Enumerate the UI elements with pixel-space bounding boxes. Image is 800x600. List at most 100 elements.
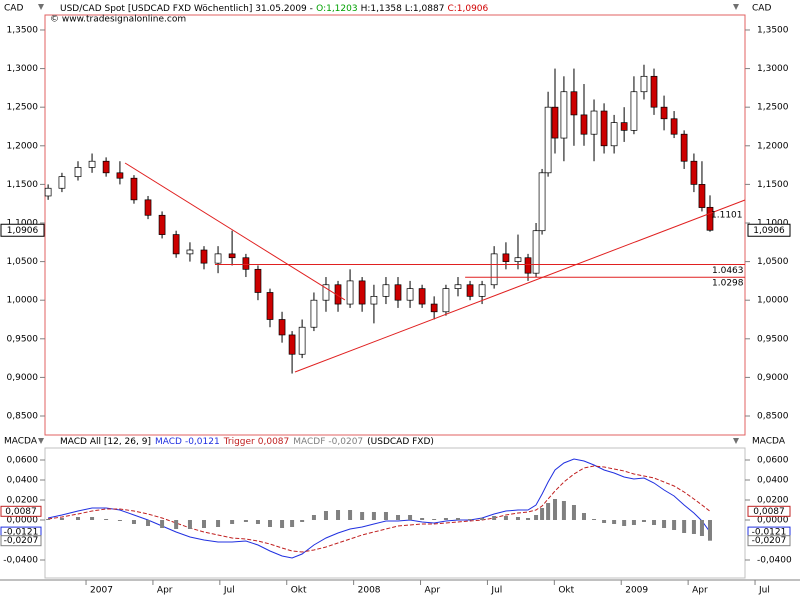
y-tick-label-right: 0,0200 xyxy=(757,496,789,506)
y-tick-label-right: 1,2000 xyxy=(757,141,789,151)
y-tick-label: 0,0000 xyxy=(7,516,39,526)
histogram-bar xyxy=(480,518,485,520)
candle-body xyxy=(640,75,648,93)
histogram-bar xyxy=(230,520,235,524)
x-tick-label: Okt xyxy=(558,586,574,596)
value-badge-label: -0,0207 xyxy=(752,536,787,546)
y-tick-label: 1,1000 xyxy=(7,218,39,228)
candle-body xyxy=(478,284,486,297)
candle-body xyxy=(706,206,714,231)
trendline xyxy=(124,162,346,301)
candle-body xyxy=(660,106,668,120)
x-tick-label: Jul xyxy=(758,586,770,596)
price-panel xyxy=(44,14,746,436)
x-tick-label: Okt xyxy=(291,586,307,596)
x-tick-label: Apr xyxy=(425,586,441,596)
candle-body xyxy=(130,177,138,201)
candle-body xyxy=(560,91,568,139)
candle-body xyxy=(406,288,414,301)
y-tick-label: 1,3000 xyxy=(7,64,39,74)
y-axis-label: CAD xyxy=(4,4,23,14)
candle-body xyxy=(322,284,330,301)
last-price-box xyxy=(0,223,45,237)
histogram-bar xyxy=(455,518,460,520)
histogram-bar xyxy=(160,520,165,528)
y-tick-label-right: 1,3500 xyxy=(757,25,789,35)
candle-body xyxy=(334,284,342,305)
candle-body xyxy=(74,167,82,178)
trendline-label: 1.1101 xyxy=(711,211,743,221)
histogram-bar xyxy=(691,520,696,534)
candle-body xyxy=(394,284,402,301)
y-tick-label: 1,2000 xyxy=(7,141,39,151)
y-tick-label-right: 1,2500 xyxy=(757,103,789,113)
y-tick-label-right: 0,0000 xyxy=(757,516,789,526)
histogram-bar xyxy=(408,515,413,520)
histogram-bar xyxy=(641,520,646,522)
y-tick-label: 1,1500 xyxy=(7,180,39,190)
trendline xyxy=(294,199,746,373)
ohlc-label: H:1,1358 xyxy=(361,4,403,14)
candle-body xyxy=(551,106,559,139)
histogram-bar xyxy=(631,520,636,525)
x-tick-label: Apr xyxy=(157,586,173,596)
histogram-bar xyxy=(280,520,285,528)
histogram-bar xyxy=(672,520,677,530)
candle-body xyxy=(442,288,450,313)
histogram-bar xyxy=(682,520,687,533)
y-tick-label: 0,8500 xyxy=(7,412,39,422)
macd-axis-label: MACDA xyxy=(4,437,38,447)
source: © www.tradesignalonline.com xyxy=(50,15,186,25)
candle-body xyxy=(430,303,438,313)
histogram-bar xyxy=(432,519,437,520)
candle-body xyxy=(288,334,296,355)
x-tick-label: 2007 xyxy=(90,586,113,596)
histogram-bar xyxy=(104,519,109,520)
candle-body xyxy=(490,253,498,286)
ohlc-label: O:1,1203 xyxy=(316,4,357,14)
histogram-bar xyxy=(348,510,353,520)
histogram-bar xyxy=(540,508,545,520)
histogram-bar xyxy=(443,518,448,520)
chart-title: USD/CAD Spot [USDCAD FXD Wöchentlich] 31… xyxy=(60,4,489,14)
histogram-bar xyxy=(117,520,122,521)
ohlc-label: L:1,0887 xyxy=(405,4,445,14)
candle-body xyxy=(538,172,546,232)
histogram-bar xyxy=(201,520,206,528)
candle-body xyxy=(570,91,578,116)
y-axis-label-right: CAD xyxy=(752,4,771,14)
candle-body xyxy=(44,187,52,197)
histogram-bar xyxy=(290,520,295,527)
y-tick-label-right: 1,1000 xyxy=(757,218,789,228)
candle-body xyxy=(382,284,390,297)
histogram-bar xyxy=(526,518,531,520)
value-badge xyxy=(747,535,791,547)
histogram-bar xyxy=(300,520,305,522)
histogram-bar xyxy=(131,520,136,524)
candle-body xyxy=(310,299,318,328)
candle-body xyxy=(680,133,688,162)
histogram-bar xyxy=(396,515,401,520)
candle-body xyxy=(532,230,540,274)
macd-line xyxy=(47,458,711,559)
candle-body xyxy=(502,253,510,262)
histogram-bar xyxy=(216,520,221,527)
histogram-bar xyxy=(581,513,586,520)
histogram-bar xyxy=(468,519,473,520)
histogram-bar xyxy=(323,511,328,520)
y-tick-label: 1,0000 xyxy=(7,296,39,306)
y-tick-label: 1,2500 xyxy=(7,103,39,113)
last-price-label: 1,0906 xyxy=(753,226,785,236)
y-tick-label-right: 0,0600 xyxy=(757,456,789,466)
histogram-bar xyxy=(243,520,248,522)
level-label: 1.0463 xyxy=(712,266,744,276)
histogram-bar xyxy=(146,520,151,526)
candle-body xyxy=(358,280,366,305)
macd-axis-label-right: MACDA xyxy=(752,437,786,447)
histogram-bar xyxy=(76,517,81,520)
histogram-bar xyxy=(515,517,520,520)
value-badge xyxy=(0,505,42,517)
candle-body xyxy=(116,172,124,179)
